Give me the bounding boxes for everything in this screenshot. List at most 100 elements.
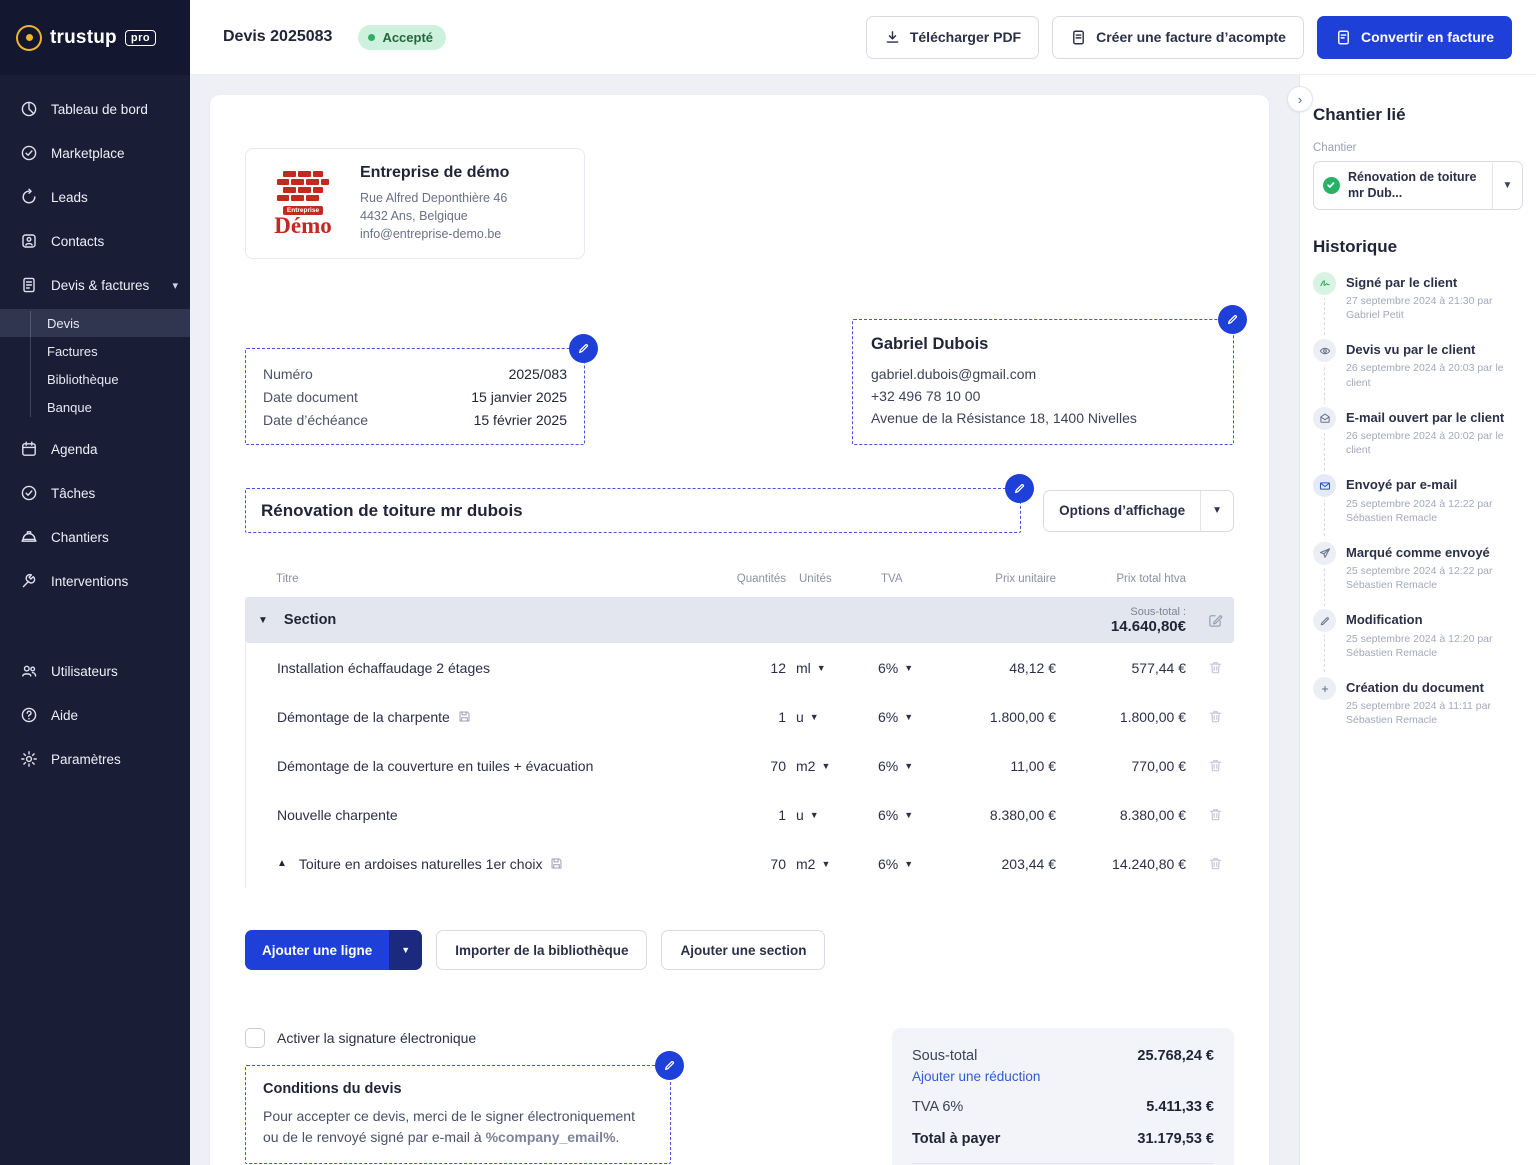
trash-icon: [1207, 855, 1224, 872]
line-vat-select[interactable]: 6%▼: [878, 856, 940, 872]
line-qty[interactable]: 1: [728, 807, 786, 823]
tasks-icon: [19, 484, 38, 503]
document-title-box[interactable]: Rénovation de toiture mr dubois: [245, 488, 1021, 533]
sidebar-item-label: Devis & factures: [51, 278, 149, 293]
delete-line-button[interactable]: [1207, 806, 1224, 823]
history-event: Marqué comme envoyé25 septembre 2024 à 1…: [1313, 542, 1523, 593]
sidebar-item-contacts[interactable]: Contacts: [0, 219, 190, 263]
line-qty[interactable]: 1: [728, 709, 786, 725]
delete-line-button[interactable]: [1207, 659, 1224, 676]
line-qty[interactable]: 12: [728, 660, 786, 676]
history-event-title: Devis vu par le client: [1346, 339, 1523, 358]
sidebar-item-utilisateurs[interactable]: Utilisateurs: [0, 649, 190, 693]
brand-logo[interactable]: trustup pro: [0, 0, 190, 75]
collapse-section-icon[interactable]: ▼: [258, 615, 268, 626]
create-deposit-invoice-button[interactable]: Créer une facture d’acompte: [1052, 16, 1304, 59]
sidebar-item-aide[interactable]: Aide: [0, 693, 190, 737]
sidebar-item-devis-factures[interactable]: Devis & factures ▾: [0, 263, 190, 307]
table-actions: Ajouter une ligne ▼ Importer de la bibli…: [245, 930, 1234, 970]
display-options-button[interactable]: Options d’affichage ▼: [1043, 490, 1234, 532]
import-library-button[interactable]: Importer de la bibliothèque: [436, 930, 647, 970]
sidebar-item-agenda[interactable]: Agenda: [0, 427, 190, 471]
table-header: Titre Quantités Unités TVA Prix unitaire…: [245, 573, 1234, 597]
line-vat-select[interactable]: 6%▼: [878, 660, 940, 676]
sidebar-item-taches[interactable]: Tâches: [0, 471, 190, 515]
mail-open-icon: [1313, 407, 1336, 430]
import-library-label: Importer de la bibliothèque: [455, 943, 628, 958]
sidebar-subitem-devis[interactable]: Devis: [0, 309, 190, 337]
line-title[interactable]: Nouvelle charpente: [277, 807, 398, 823]
history-event: Création du document25 septembre 2024 à …: [1313, 677, 1523, 728]
line-unit-price[interactable]: 48,12 €: [950, 660, 1056, 676]
sidebar-item-marketplace[interactable]: Marketplace: [0, 131, 190, 175]
collapse-line-icon[interactable]: ▲: [277, 858, 287, 869]
line-qty[interactable]: 70: [728, 758, 786, 774]
client-box[interactable]: Gabriel Dubois gabriel.dubois@gmail.com …: [852, 319, 1234, 445]
add-line-dropdown[interactable]: ▼: [389, 930, 422, 970]
doc-due-date-value: 15 février 2025: [474, 412, 567, 428]
sidebar-item-leads[interactable]: Leads: [0, 175, 190, 219]
line-vat-select[interactable]: 6%▼: [878, 709, 940, 725]
edit-section-button[interactable]: [1207, 612, 1224, 629]
edit-document-info-button[interactable]: [569, 334, 598, 363]
delete-line-button[interactable]: [1207, 855, 1224, 872]
table-row: ▲ Toiture en ardoises naturelles 1er choi…: [246, 839, 1234, 888]
history-event-meta: 25 septembre 2024 à 12:22 par Sébastien …: [1346, 564, 1523, 592]
section-header-row[interactable]: ▼ Section Sous-total : 14.640,80€: [245, 597, 1234, 643]
sidebar-item-interventions[interactable]: Interventions: [0, 559, 190, 603]
chevron-down-icon[interactable]: ▼: [1492, 162, 1522, 209]
sidebar-item-chantiers[interactable]: Chantiers: [0, 515, 190, 559]
doc-due-date-label: Date d’échéance: [263, 412, 368, 428]
edit-client-button[interactable]: [1218, 305, 1247, 334]
trustup-logo-icon: [16, 25, 42, 51]
line-unit-price[interactable]: 1.800,00 €: [950, 709, 1056, 725]
sidebar-subitem-banque[interactable]: Banque: [0, 393, 190, 421]
add-discount-link[interactable]: Ajouter une réduction: [912, 1069, 1040, 1084]
document-info-box[interactable]: Numéro2025/083 Date document15 janvier 2…: [245, 348, 585, 445]
line-unit-select[interactable]: ml▼: [796, 660, 868, 676]
line-qty[interactable]: 70: [728, 856, 786, 872]
delete-line-button[interactable]: [1207, 757, 1224, 774]
conditions-box[interactable]: Conditions du devis Pour accepter ce dev…: [245, 1065, 671, 1164]
line-title[interactable]: Toiture en ardoises naturelles 1er choix: [299, 856, 543, 872]
signature-icon: [1313, 272, 1336, 295]
history-event-meta: 25 septembre 2024 à 12:22 par Sébastien …: [1346, 497, 1523, 525]
add-section-button[interactable]: Ajouter une section: [661, 930, 825, 970]
sidebar-menu: Tableau de bord Marketplace Leads Contac…: [0, 75, 190, 781]
line-total: 577,44 €: [1066, 660, 1186, 676]
line-unit-price[interactable]: 8.380,00 €: [950, 807, 1056, 823]
sidebar-item-dashboard[interactable]: Tableau de bord: [0, 87, 190, 131]
line-total: 8.380,00 €: [1066, 807, 1186, 823]
sidebar-item-parametres[interactable]: Paramètres: [0, 737, 190, 781]
line-title[interactable]: Démontage de la charpente: [277, 709, 450, 725]
line-unit-select[interactable]: u▼: [796, 807, 868, 823]
sidebar-subitem-factures[interactable]: Factures: [0, 337, 190, 365]
linked-site-title: Chantier lié: [1313, 105, 1523, 125]
history-event-meta: 26 septembre 2024 à 20:03 par le client: [1346, 361, 1523, 389]
quote-document-card: Entreprise Démo Entreprise de démo Rue A…: [210, 95, 1269, 1165]
site-select[interactable]: Rénovation de toiture mr Dub... ▼: [1313, 161, 1523, 210]
col-title: Titre: [245, 573, 718, 585]
download-pdf-button[interactable]: Télécharger PDF: [866, 16, 1039, 59]
line-vat-select[interactable]: 6%▼: [878, 807, 940, 823]
line-unit-price[interactable]: 203,44 €: [950, 856, 1056, 872]
line-unit-select[interactable]: m2▼: [796, 856, 868, 872]
sidebar-subitem-bibliotheque[interactable]: Bibliothèque: [0, 365, 190, 393]
edit-title-button[interactable]: [1005, 474, 1034, 503]
users-icon: [19, 662, 38, 681]
line-title[interactable]: Installation échaffaudage 2 étages: [277, 660, 490, 676]
add-line-button[interactable]: Ajouter une ligne ▼: [245, 930, 422, 970]
edit-conditions-button[interactable]: [655, 1051, 684, 1080]
line-unit-price[interactable]: 11,00 €: [950, 758, 1056, 774]
col-vat: TVA: [878, 573, 940, 585]
electronic-signature-checkbox[interactable]: [245, 1028, 265, 1048]
line-unit-select[interactable]: u▼: [796, 709, 868, 725]
delete-line-button[interactable]: [1207, 708, 1224, 725]
company-block[interactable]: Entreprise Démo Entreprise de démo Rue A…: [245, 148, 585, 259]
table-row: Installation échaffaudage 2 étages 12 ml…: [246, 643, 1234, 692]
line-title[interactable]: Démontage de la couverture en tuiles + é…: [277, 758, 593, 774]
convert-to-invoice-button[interactable]: Convertir en facture: [1317, 16, 1512, 59]
collapse-panel-button[interactable]: ›: [1287, 86, 1313, 112]
line-vat-select[interactable]: 6%▼: [878, 758, 940, 774]
line-unit-select[interactable]: m2▼: [796, 758, 868, 774]
